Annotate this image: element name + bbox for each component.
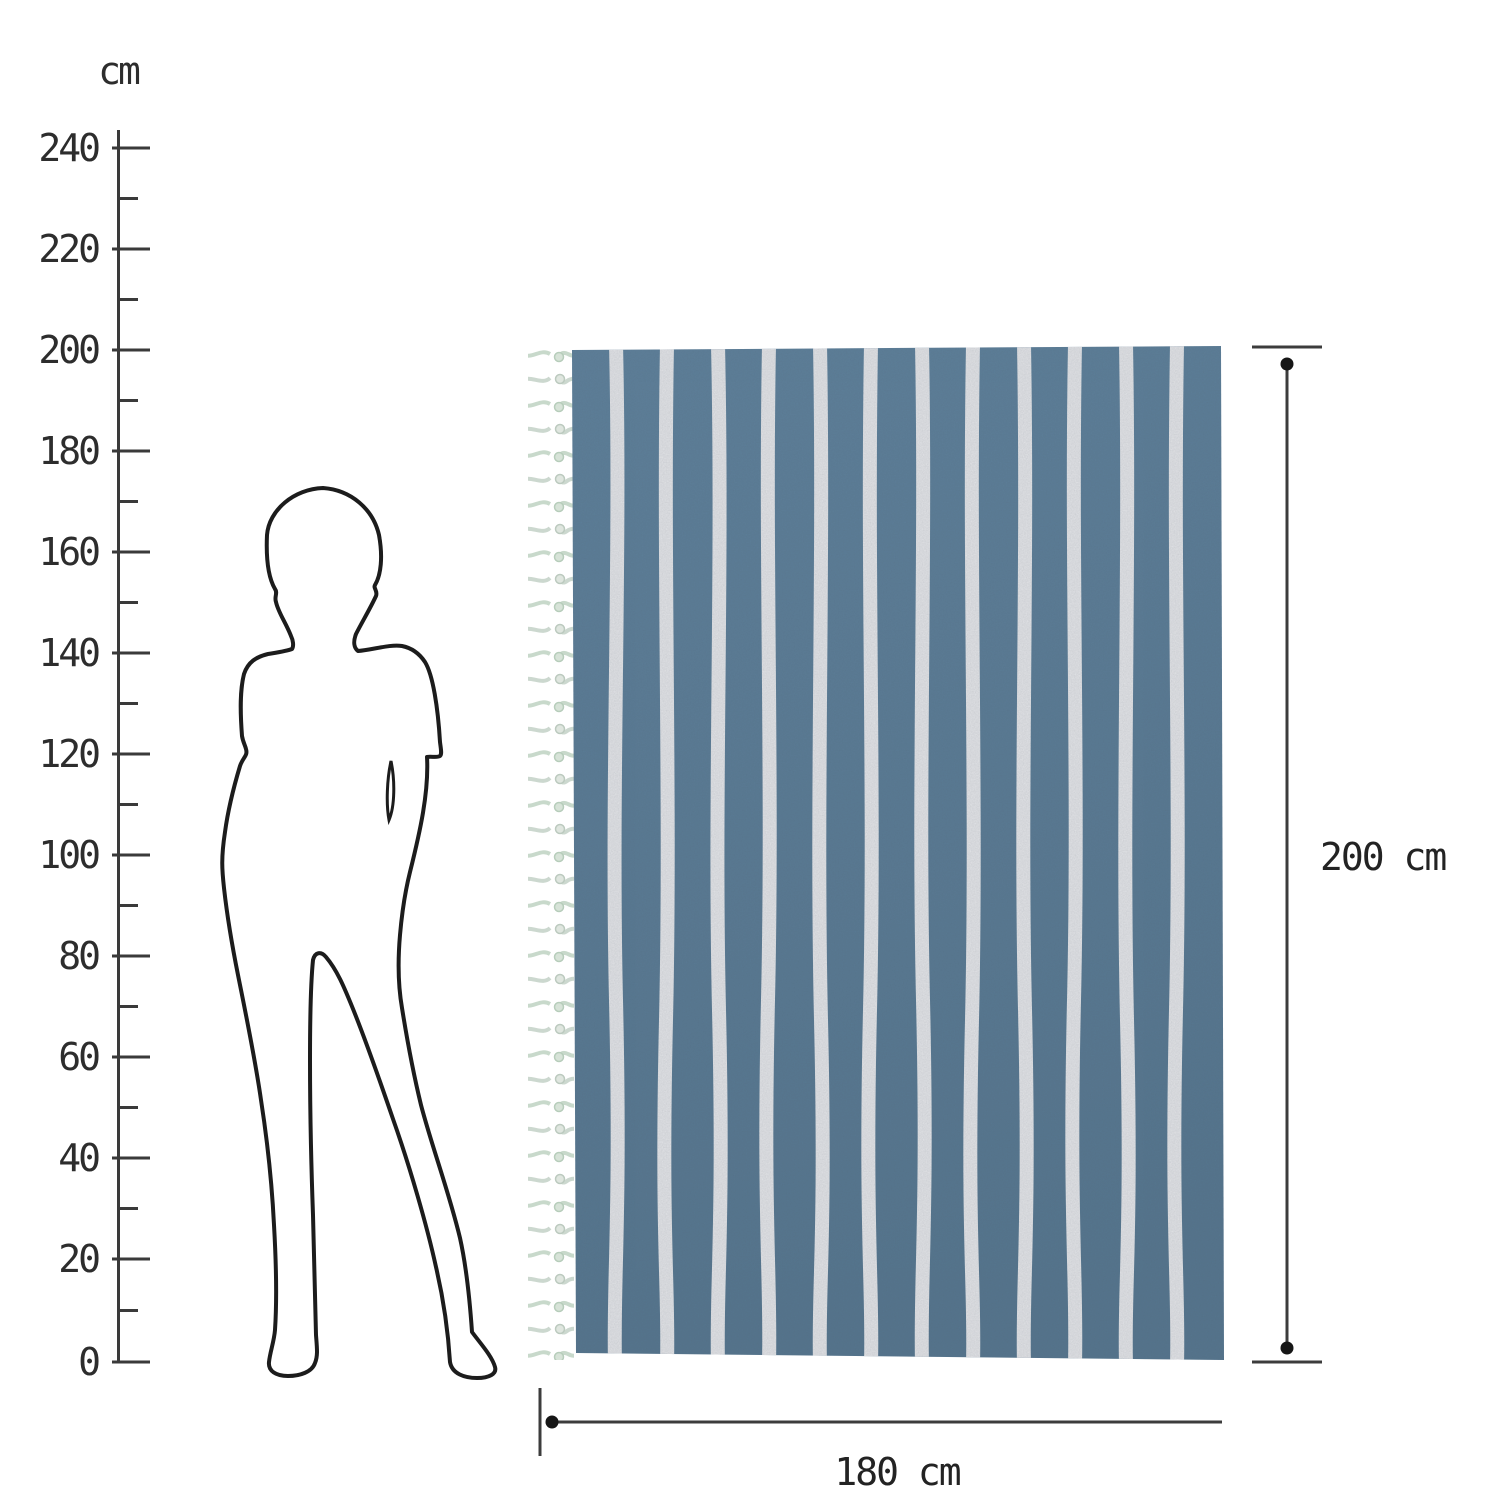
width-dimension-label: 180 cm: [834, 1450, 961, 1494]
width-dim-left-dot: [545, 1415, 559, 1429]
dimension-lines: [538, 345, 1322, 1456]
ruler-scale: [112, 130, 150, 1364]
ruler-tick-label-160: 160: [38, 530, 101, 574]
ruler-tick-label-40: 40: [58, 1136, 101, 1180]
arm-body-gap-line: [385, 760, 396, 826]
ruler-tick-label-180: 180: [38, 429, 101, 473]
towel-image: [528, 344, 1224, 1360]
ruler-tick-label-20: 20: [58, 1237, 101, 1281]
ruler-tick-label-220: 220: [38, 227, 101, 271]
ruler-tick-label-140: 140: [38, 631, 101, 675]
towel-fabric-texture: [572, 346, 1224, 1360]
height-dim-bottom-dot: [1280, 1341, 1294, 1355]
ruler-tick-label-120: 120: [38, 732, 101, 776]
height-dim-top-dot: [1280, 357, 1294, 371]
height-dimension-label: 200 cm: [1320, 835, 1447, 879]
ruler-tick-label-100: 100: [38, 833, 101, 877]
person-silhouette: [220, 486, 498, 1380]
ruler-tick-label-0: 0: [78, 1340, 101, 1384]
towel-fringe: [528, 344, 574, 1360]
ruler-tick-label-60: 60: [58, 1035, 101, 1079]
ruler-tick-label-80: 80: [58, 934, 101, 978]
ruler-tick-label-240: 240: [38, 126, 101, 170]
ruler-unit-label: cm: [98, 49, 141, 93]
ruler-tick-label-200: 200: [38, 328, 101, 372]
